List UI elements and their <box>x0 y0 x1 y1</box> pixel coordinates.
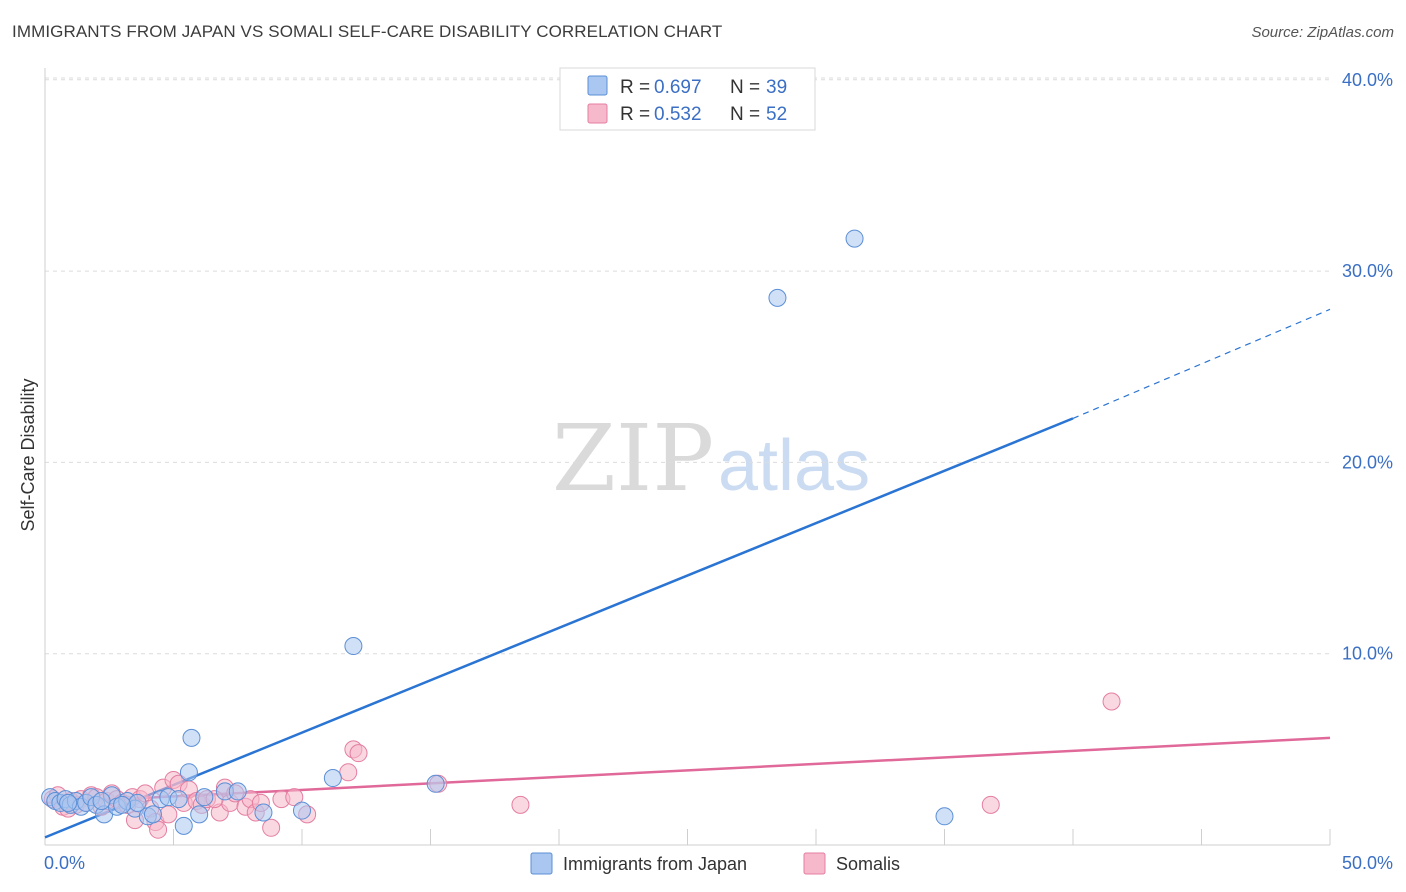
trend-line-somalis <box>44 736 1331 805</box>
point-japan <box>323 769 342 788</box>
point-japan <box>845 229 864 248</box>
chart-title: IMMIGRANTS FROM JAPAN VS SOMALI SELF-CAR… <box>12 22 723 41</box>
point-japan <box>768 288 787 307</box>
point-japan <box>174 816 193 835</box>
point-japan <box>182 728 201 747</box>
point-japan <box>935 807 954 826</box>
point-somalis <box>349 744 368 763</box>
point-somalis <box>339 763 358 782</box>
point-somalis <box>1102 692 1121 711</box>
trend-line-japan-extension <box>1072 308 1331 419</box>
point-japan <box>195 788 214 807</box>
point-somalis <box>285 788 304 807</box>
y-tick-label: 40.0% <box>1342 70 1393 90</box>
axes <box>44 68 1331 846</box>
point-japan <box>59 793 78 812</box>
legend-n-value-somalis: 52 <box>766 104 787 125</box>
legend-swatch-japan <box>587 75 608 96</box>
data-points <box>41 229 1121 839</box>
trend-lines <box>44 308 1331 839</box>
grid <box>45 77 1330 655</box>
legend-r-label-japan: R = <box>620 77 650 98</box>
point-somalis <box>262 818 281 837</box>
legend-n-label-somalis: N = <box>730 104 760 125</box>
y-axis-label: Self-Care Disability <box>18 378 38 531</box>
trend-line-japan <box>44 417 1074 839</box>
legend-bottom: Immigrants from Japan Somalis <box>530 852 900 875</box>
point-japan <box>169 790 188 809</box>
point-japan <box>228 782 247 801</box>
legend-r-label-somalis: R = <box>620 104 650 125</box>
point-japan <box>344 637 363 656</box>
bottom-legend-label-japan: Immigrants from Japan <box>563 854 747 874</box>
x-tick-label: 50.0% <box>1342 853 1393 873</box>
y-tick-label: 20.0% <box>1342 452 1393 472</box>
chart-source: Source: ZipAtlas.com <box>1251 24 1394 41</box>
bottom-legend-swatch-somalis <box>803 852 826 875</box>
legend-n-label-japan: N = <box>730 77 760 98</box>
bottom-legend-label-somalis: Somalis <box>836 854 900 874</box>
point-somalis <box>511 795 530 814</box>
point-japan <box>426 774 445 793</box>
legend-r-value-somalis: 0.532 <box>654 104 702 125</box>
point-somalis <box>159 805 178 824</box>
point-japan <box>179 763 198 782</box>
watermark-zip: ZIP <box>552 405 714 512</box>
legend-stats: R = 0.697 N = 39 R = 0.532 N = 52 <box>559 67 816 131</box>
y-tick-label: 30.0% <box>1342 261 1393 281</box>
point-japan <box>254 803 273 822</box>
point-japan <box>92 792 111 811</box>
point-japan <box>113 795 132 814</box>
point-japan <box>143 805 162 824</box>
tick-labels: 10.0% 20.0% 30.0% 40.0% 0.0% 50.0% <box>44 70 1393 873</box>
legend-swatch-somalis <box>587 103 608 124</box>
x-tick-label: 0.0% <box>44 853 85 873</box>
point-japan <box>190 805 209 824</box>
legend-n-value-japan: 39 <box>766 77 787 98</box>
point-japan <box>293 801 311 820</box>
watermark-atlas: atlas <box>718 426 870 506</box>
point-somalis <box>981 795 1000 814</box>
y-tick-label: 10.0% <box>1342 644 1393 664</box>
bottom-legend-swatch-japan <box>530 852 553 875</box>
legend-r-value-japan: 0.697 <box>654 77 702 98</box>
